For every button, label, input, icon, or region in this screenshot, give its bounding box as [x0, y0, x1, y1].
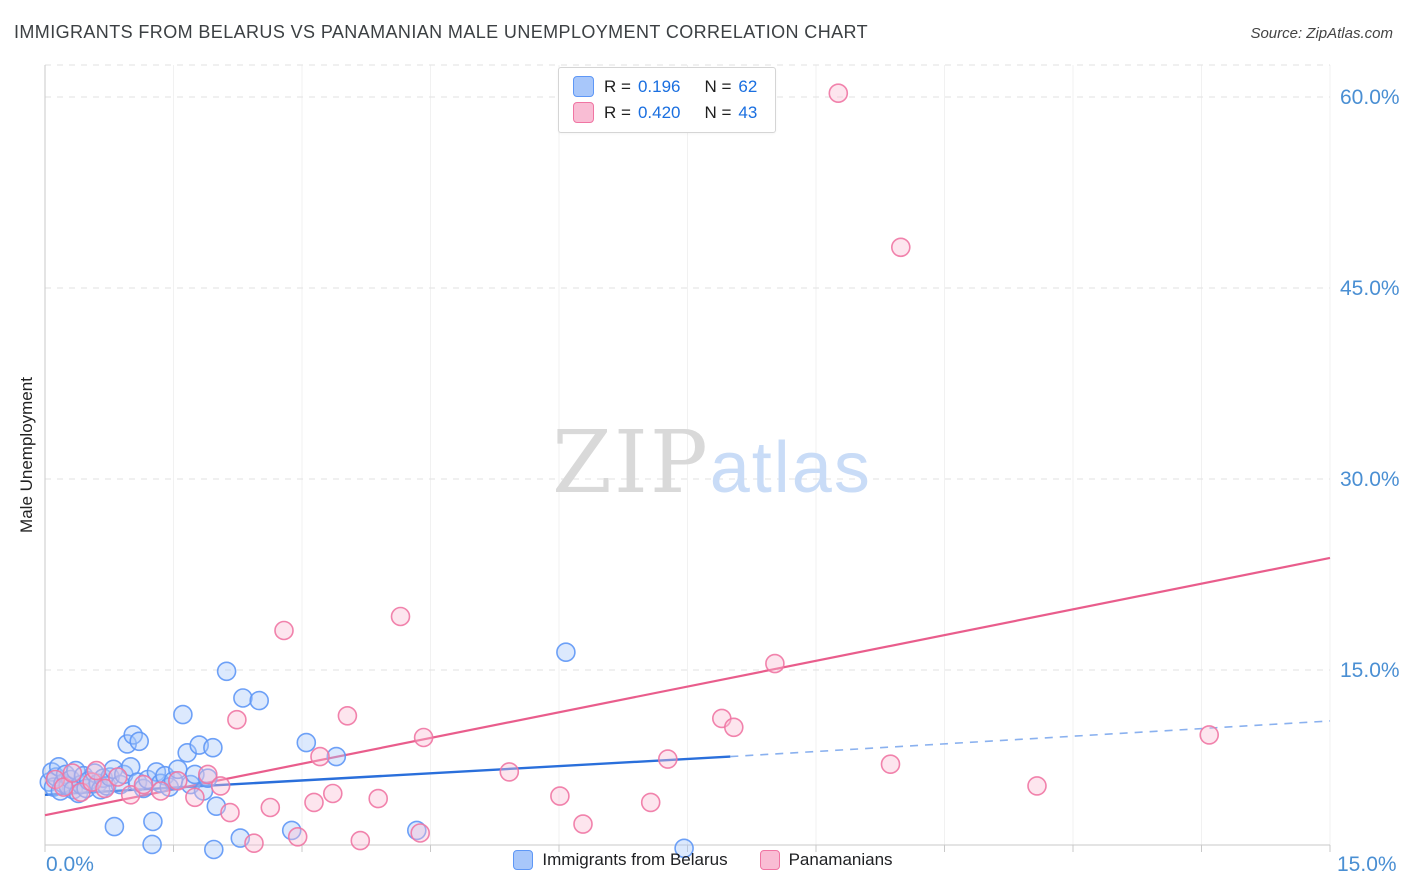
- panamanians-scatter-point: [304, 792, 324, 813]
- panamanians-scatter-point: [1199, 725, 1219, 745]
- panamanians-scatter-point: [86, 760, 107, 781]
- panamanians-scatter-point: [390, 606, 411, 627]
- belarus-scatter-point: [204, 839, 224, 860]
- panamanians-scatter-point: [337, 705, 358, 726]
- belarus-scatter-point: [216, 661, 237, 682]
- belarus-scatter-point: [249, 690, 270, 711]
- belarus-scatter-point: [104, 816, 125, 837]
- series-legend: Immigrants from Belarus Panamanians: [0, 850, 1406, 870]
- panamanians-scatter-point: [185, 787, 205, 808]
- y-axis-title: Male Unemployment: [17, 377, 36, 533]
- panamanians-scatter-point: [657, 749, 678, 769]
- panamanians-scatter-point: [150, 781, 171, 801]
- panamanians-scatter-point: [133, 774, 154, 795]
- y-tick-label: 30.0%: [1340, 468, 1400, 491]
- belarus-legend-label: Immigrants from Belarus: [542, 850, 728, 869]
- belarus-scatter-point: [674, 838, 694, 859]
- legend-item-panamanians: Panamanians: [759, 850, 893, 870]
- panamanians-trend-line: [44, 556, 1331, 817]
- x-axis-label-max: 15.0%: [1337, 853, 1397, 876]
- belarus-scatter-point: [142, 834, 162, 855]
- r-value: 0.196: [637, 76, 681, 96]
- belarus-scatter-point: [173, 704, 193, 725]
- belarus-scatter-point: [296, 732, 317, 753]
- panamanians-scatter-point: [168, 770, 188, 791]
- panamanians-scatter-point: [227, 709, 247, 730]
- belarus-scatter-point: [326, 746, 347, 767]
- panamanians-scatter-point: [244, 833, 264, 854]
- panamanians-scatter-point: [220, 802, 240, 823]
- x-axis-label-min: 0.0%: [46, 853, 94, 876]
- panamanians-scatter-point: [95, 778, 115, 799]
- y-tick-label: 15.0%: [1340, 659, 1400, 682]
- panamanians-scatter-point: [322, 783, 343, 804]
- n-value: 43: [738, 102, 758, 122]
- n-label: N =: [704, 76, 732, 96]
- panamanians-legend-label: Panamanians: [788, 850, 893, 869]
- header-bar: IMMIGRANTS FROM BELARUS VS PANAMANIAN MA…: [0, 0, 1406, 56]
- belarus-scatter-point: [203, 737, 223, 758]
- panamanians-scatter-point: [765, 653, 785, 674]
- r-label: R =: [604, 76, 631, 96]
- panamanians-scatter-point: [410, 823, 431, 843]
- panamanians-scatter-point: [198, 764, 218, 785]
- belarus-trend-line: [44, 755, 731, 796]
- panamanians-scatter-point: [413, 727, 434, 748]
- belarus-swatch: [573, 76, 594, 97]
- panamanians-scatter-point: [210, 776, 231, 796]
- belarus-legend-swatch: [513, 850, 534, 870]
- belarus-trend-line: [730, 720, 1331, 758]
- page-title: IMMIGRANTS FROM BELARUS VS PANAMANIAN MA…: [14, 22, 868, 42]
- watermark: ZIPatlas: [552, 413, 872, 513]
- panamanians-scatter-point: [880, 754, 901, 775]
- panamanians-scatter-point: [1027, 776, 1047, 796]
- panamanians-scatter-point: [120, 784, 141, 805]
- panamanians-scatter-point: [368, 788, 389, 809]
- panamanians-scatter-point: [550, 786, 570, 806]
- panamanians-scatter-point: [287, 826, 308, 847]
- belarus-scatter-point: [406, 820, 427, 841]
- legend-item-belarus: Immigrants from Belarus: [513, 850, 728, 870]
- r-label: R =: [604, 102, 631, 122]
- panamanians-scatter-point: [723, 717, 744, 738]
- panamanians-scatter-point: [274, 620, 294, 641]
- panamanians-scatter-point: [890, 237, 911, 258]
- legend-row-panamanians: R = 0.420 N = 43: [573, 102, 757, 123]
- panamanians-scatter-point: [499, 762, 520, 782]
- y-tick-label: 60.0%: [1340, 86, 1400, 109]
- belarus-scatter-point: [556, 642, 576, 663]
- panamanians-scatter-point: [828, 83, 849, 103]
- panamanians-swatch: [573, 102, 594, 123]
- belarus-scatter-point: [233, 688, 253, 708]
- panamanians-scatter-point: [640, 792, 661, 813]
- panamanians-scatter-point: [310, 746, 330, 767]
- n-label: N =: [704, 102, 732, 122]
- panamanians-scatter-point: [108, 767, 128, 787]
- belarus-scatter-point: [143, 811, 163, 832]
- panamanians-scatter-point: [573, 814, 593, 834]
- legend-row-belarus: R = 0.196 N = 62: [573, 76, 757, 97]
- n-value: 62: [738, 76, 758, 96]
- correlation-stats-legend: R = 0.196 N = 62 R = 0.420 N = 43: [558, 67, 777, 133]
- belarus-scatter-point: [129, 731, 149, 752]
- panamanians-legend-swatch: [759, 850, 780, 870]
- panamanians-scatter-point: [260, 797, 281, 818]
- panamanians-scatter-point: [350, 830, 371, 851]
- y-tick-label: 45.0%: [1340, 277, 1400, 300]
- source-attribution: Source: ZipAtlas.com: [1250, 25, 1393, 42]
- panamanians-scatter-point: [62, 763, 83, 783]
- r-value: 0.420: [637, 102, 681, 122]
